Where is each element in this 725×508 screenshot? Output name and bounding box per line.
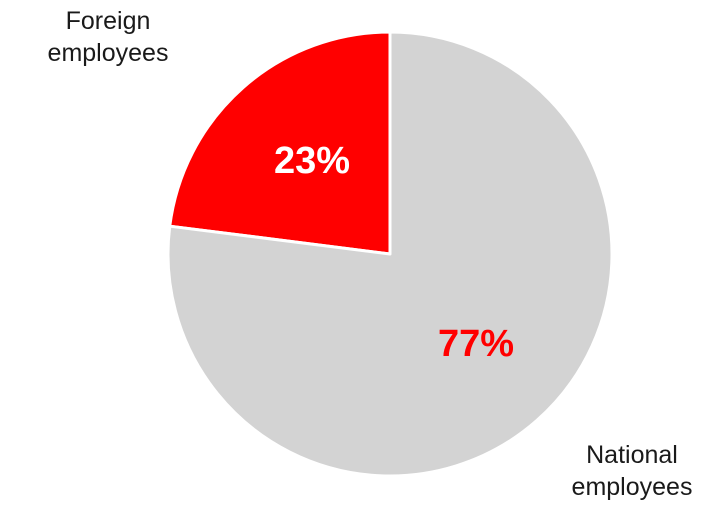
category-label-line: employees — [48, 39, 169, 67]
pie-slice-foreign — [168, 30, 392, 256]
category-label-line: National — [586, 441, 678, 469]
pie-slices — [166, 30, 614, 478]
category-label-line: employees — [572, 473, 693, 501]
category-label-line: Foreign — [66, 7, 151, 35]
pie-slice-national — [166, 30, 614, 478]
slice-category-label-national: National employees — [572, 441, 693, 501]
slice-value-label-national: 77% — [438, 323, 514, 365]
slice-category-label-foreign: Foreign employees — [48, 7, 169, 67]
slice-value-label-foreign: 23% — [274, 140, 350, 182]
pie-labels: 23% Foreign employees 77% National employees — [48, 7, 693, 501]
